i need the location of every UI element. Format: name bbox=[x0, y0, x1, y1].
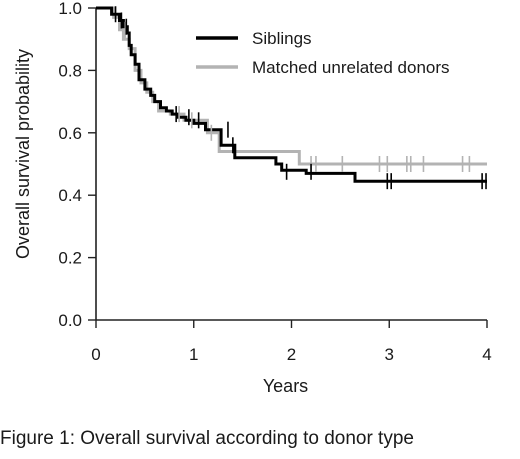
legend-label-matched-unrelated: Matched unrelated donors bbox=[252, 58, 450, 77]
y-tick-label: 0.4 bbox=[58, 186, 82, 205]
legend: Siblings Matched unrelated donors bbox=[196, 29, 450, 77]
x-tick-label: 1 bbox=[189, 345, 198, 364]
x-tick-label: 4 bbox=[482, 345, 491, 364]
y-axis: 0.0 0.2 0.4 0.6 0.8 1.0 bbox=[58, 0, 96, 330]
x-axis-label: Years bbox=[263, 376, 308, 396]
x-axis: 0 1 2 3 4 bbox=[91, 320, 492, 364]
censor-marks bbox=[114, 6, 487, 190]
series-lines bbox=[96, 6, 487, 183]
y-tick-label: 1.0 bbox=[58, 0, 82, 18]
series-line-siblings bbox=[96, 6, 487, 183]
survival-chart: 0.0 0.2 0.4 0.6 0.8 1.0 0 1 2 3 4 Siblings Matche… bbox=[13, 0, 492, 396]
y-tick-label: 0.2 bbox=[58, 249, 82, 268]
x-tick-label: 0 bbox=[91, 345, 100, 364]
x-tick-label: 3 bbox=[385, 345, 394, 364]
y-tick-label: 0.8 bbox=[58, 61, 82, 80]
figure-caption: Figure 1: Overall survival according to … bbox=[0, 428, 414, 449]
x-tick-label: 2 bbox=[287, 345, 296, 364]
legend-label-siblings: Siblings bbox=[252, 29, 312, 48]
y-tick-label: 0.6 bbox=[58, 124, 82, 143]
y-tick-label: 0.0 bbox=[58, 311, 82, 330]
y-axis-label: Overall survival probability bbox=[13, 49, 33, 259]
